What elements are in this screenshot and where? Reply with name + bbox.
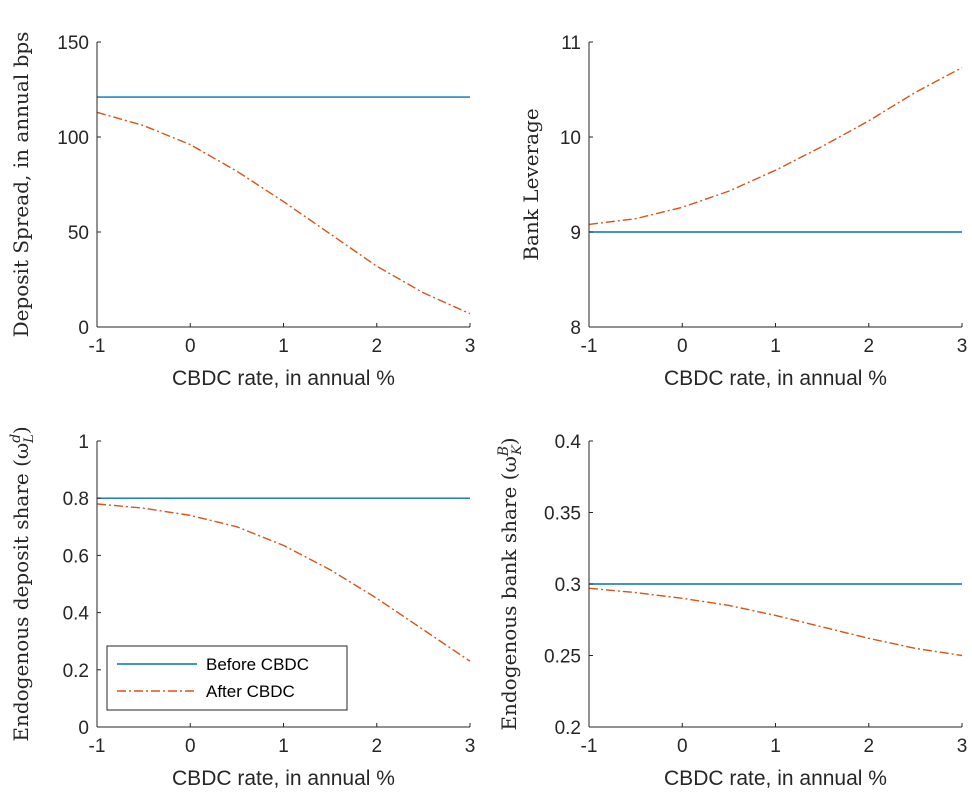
x-axis-label: CBDC rate, in annual % — [664, 767, 887, 790]
y-tick-label: 0.2 — [63, 661, 89, 682]
y-axis-label-end: ) — [9, 426, 33, 434]
x-tick-label: 1 — [770, 736, 781, 757]
y-tick-label: 1 — [78, 432, 89, 453]
y-tick-label: 100 — [57, 128, 89, 149]
x-tick-label: 1 — [278, 736, 289, 757]
subplot-2: -1 0 1 2 3 8 9 10 11 CBDC rate, in annual % Bank L… — [519, 33, 967, 390]
y-tick-label: 0.6 — [63, 546, 89, 567]
y-axis-label-main: Endogenous deposit share (ω — [9, 443, 33, 742]
x-tick-label: 0 — [677, 736, 688, 757]
series-after-line — [96, 503, 471, 662]
legend-label-2: After CBDC — [206, 682, 295, 701]
x-tick-label: 3 — [465, 336, 476, 357]
x-tick-label: 2 — [371, 336, 382, 357]
y-tick-label: 8 — [570, 318, 581, 339]
x-tick-label: -1 — [89, 736, 106, 757]
y-axis-label: Bank Leverage — [519, 108, 543, 260]
y-axis-label-subscript: L — [22, 434, 37, 444]
y-tick-label: 50 — [68, 223, 89, 244]
x-tick-label: 1 — [770, 336, 781, 357]
y-tick-label: 10 — [560, 128, 581, 149]
legend-box — [106, 645, 348, 711]
y-tick-label: 0.2 — [555, 718, 581, 739]
x-axis-label: CBDC rate, in annual % — [172, 767, 395, 790]
x-tick-label: 3 — [957, 736, 968, 757]
legend: Before CBDC After CBDC — [106, 645, 348, 711]
y-tick-label: 150 — [57, 33, 89, 54]
y-axis-label-subscript: K — [510, 444, 525, 456]
x-tick-label: -1 — [581, 736, 598, 757]
subplot-4: -1 0 1 2 3 0.2 0.25 0.3 0.35 0.4 CBDC rate, in ann… — [496, 432, 967, 790]
y-tick-label: 0.25 — [544, 647, 581, 668]
y-axis-label-superscript: B — [496, 446, 512, 457]
x-tick-label: 2 — [863, 736, 874, 757]
y-axis-label-superscript: d — [8, 434, 24, 443]
y-tick-label: 0.8 — [63, 489, 89, 510]
x-tick-label: 0 — [677, 336, 688, 357]
x-tick-label: 0 — [185, 736, 196, 757]
y-tick-label: 0 — [78, 318, 89, 339]
x-tick-label: -1 — [89, 336, 106, 357]
x-tick-label: 2 — [371, 736, 382, 757]
series-after-line — [588, 67, 963, 226]
y-tick-label: 0 — [78, 718, 89, 739]
series-after-line — [96, 111, 471, 315]
y-axis-label-end: ) — [497, 437, 521, 445]
y-tick-label: 9 — [570, 223, 581, 244]
y-tick-label: 11 — [561, 33, 581, 54]
y-axis-label: Endogenous deposit share (ωdL) — [8, 426, 37, 741]
y-tick-label: 0.35 — [544, 504, 581, 525]
y-axis-label: Deposit Spread, in annual bps — [9, 32, 33, 338]
series-after-line — [588, 587, 963, 657]
legend-label-1: Before CBDC — [206, 655, 309, 674]
x-axis-label: CBDC rate, in annual % — [172, 367, 395, 390]
x-tick-label: 1 — [278, 336, 289, 357]
y-tick-label: 0.4 — [555, 432, 582, 453]
y-axis-label-main: Endogenous bank share (ω — [497, 456, 521, 730]
x-tick-label: 0 — [185, 336, 196, 357]
x-axis-label: CBDC rate, in annual % — [664, 367, 887, 390]
x-tick-label: 3 — [465, 736, 476, 757]
x-tick-label: 3 — [957, 336, 968, 357]
y-tick-label: 0.4 — [63, 604, 90, 625]
y-axis-label: Endogenous bank share (ωBK) — [496, 437, 525, 730]
x-tick-label: -1 — [581, 336, 598, 357]
y-tick-label: 0.3 — [555, 575, 581, 596]
x-tick-label: 2 — [863, 336, 874, 357]
